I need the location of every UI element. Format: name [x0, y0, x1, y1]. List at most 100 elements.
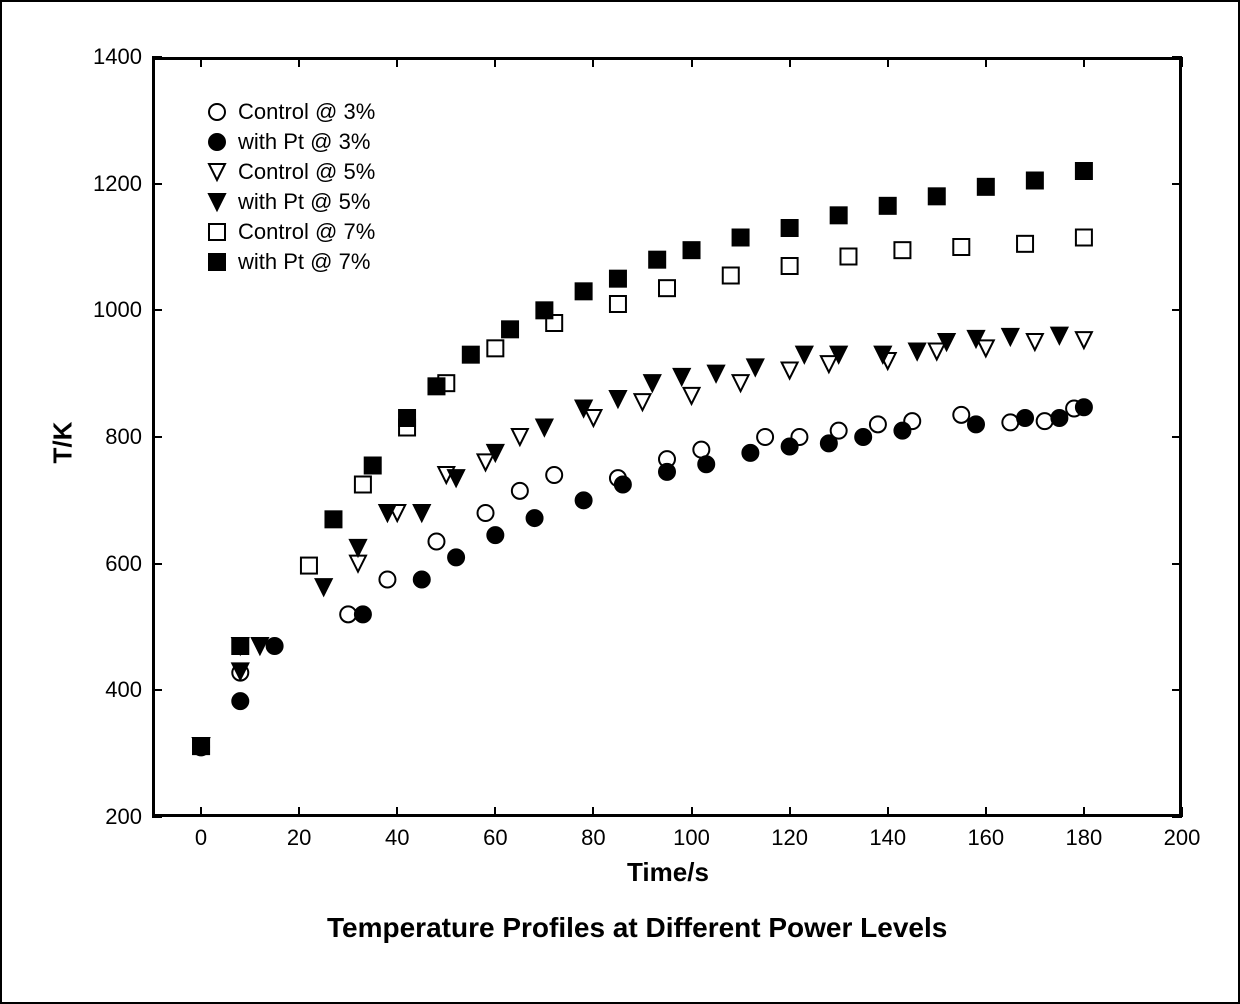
data-point	[512, 429, 528, 445]
chart-caption: Temperature Profiles at Different Power …	[327, 912, 947, 944]
data-point	[855, 429, 871, 445]
data-point	[610, 296, 626, 312]
x-tick-label: 120	[765, 825, 815, 851]
data-point	[782, 363, 798, 379]
data-point	[1017, 410, 1033, 426]
data-point	[463, 347, 479, 363]
data-point	[478, 454, 494, 470]
data-point	[399, 410, 415, 426]
data-point	[546, 467, 562, 483]
data-point	[1037, 413, 1053, 429]
data-point	[929, 188, 945, 204]
data-point	[880, 198, 896, 214]
data-point	[644, 375, 660, 391]
data-point	[684, 242, 700, 258]
data-point	[821, 435, 837, 451]
x-tick-label: 0	[176, 825, 226, 851]
data-point	[1051, 328, 1067, 344]
data-point	[1027, 173, 1043, 189]
data-point	[698, 456, 714, 472]
data-point	[1076, 399, 1092, 415]
data-point	[821, 356, 837, 372]
data-point	[782, 258, 798, 274]
data-point	[708, 366, 724, 382]
y-tick-mark	[1172, 436, 1182, 438]
x-tick-label: 100	[667, 825, 717, 851]
data-point	[909, 344, 925, 360]
y-tick-mark	[152, 183, 162, 185]
data-point	[610, 391, 626, 407]
data-point	[478, 505, 494, 521]
x-tick-label: 40	[372, 825, 422, 851]
x-tick-mark	[1181, 57, 1183, 67]
data-point	[448, 549, 464, 565]
y-tick-mark	[152, 689, 162, 691]
data-point	[634, 394, 650, 410]
data-point	[615, 477, 631, 493]
data-point	[355, 606, 371, 622]
data-point	[585, 410, 601, 426]
y-tick-label: 600	[82, 551, 142, 577]
data-point	[487, 340, 503, 356]
data-point	[870, 416, 886, 432]
data-point	[448, 470, 464, 486]
data-point	[733, 230, 749, 246]
data-point	[365, 458, 381, 474]
y-tick-label: 1200	[82, 171, 142, 197]
data-point	[831, 207, 847, 223]
y-axis-label: T/K	[47, 422, 78, 464]
x-tick-mark	[789, 57, 791, 67]
series-control-@-5%	[193, 332, 1092, 754]
y-tick-mark	[152, 56, 162, 58]
data-point	[267, 638, 283, 654]
data-point	[659, 464, 675, 480]
y-tick-mark	[1172, 563, 1182, 565]
data-point	[414, 505, 430, 521]
x-tick-mark	[1181, 807, 1183, 817]
plot-svg	[152, 57, 1182, 817]
x-tick-mark	[298, 807, 300, 817]
data-point	[1002, 329, 1018, 345]
chart-container: T/K Time/s Temperature Profiles at Diffe…	[0, 0, 1240, 1004]
data-point	[659, 280, 675, 296]
y-tick-label: 400	[82, 677, 142, 703]
data-point	[1076, 163, 1092, 179]
x-tick-mark	[298, 57, 300, 67]
data-point	[674, 369, 690, 385]
x-tick-label: 80	[568, 825, 618, 851]
data-point	[894, 242, 910, 258]
y-tick-label: 200	[82, 804, 142, 830]
data-point	[316, 579, 332, 595]
data-point	[428, 378, 444, 394]
y-tick-label: 1400	[82, 44, 142, 70]
data-point	[1076, 230, 1092, 246]
data-point	[1017, 236, 1033, 252]
data-point	[978, 179, 994, 195]
data-point	[502, 321, 518, 337]
data-point	[536, 420, 552, 436]
y-tick-mark	[1172, 689, 1182, 691]
data-point	[684, 388, 700, 404]
x-tick-label: 180	[1059, 825, 1109, 851]
y-tick-label: 1000	[82, 297, 142, 323]
data-point	[428, 534, 444, 550]
series-with-pt-@-5%	[193, 328, 1067, 754]
data-point	[232, 638, 248, 654]
data-point	[1051, 410, 1067, 426]
x-tick-mark	[691, 57, 693, 67]
x-tick-label: 20	[274, 825, 324, 851]
y-tick-mark	[1172, 183, 1182, 185]
data-point	[301, 558, 317, 574]
data-point	[968, 416, 984, 432]
data-point	[350, 540, 366, 556]
series-control-@-3%	[193, 401, 1082, 755]
x-tick-mark	[396, 807, 398, 817]
data-point	[325, 511, 341, 527]
x-tick-mark	[1083, 57, 1085, 67]
y-tick-mark	[152, 563, 162, 565]
data-point	[840, 249, 856, 265]
data-point	[757, 429, 773, 445]
x-tick-label: 60	[470, 825, 520, 851]
data-point	[527, 510, 543, 526]
data-point	[953, 239, 969, 255]
